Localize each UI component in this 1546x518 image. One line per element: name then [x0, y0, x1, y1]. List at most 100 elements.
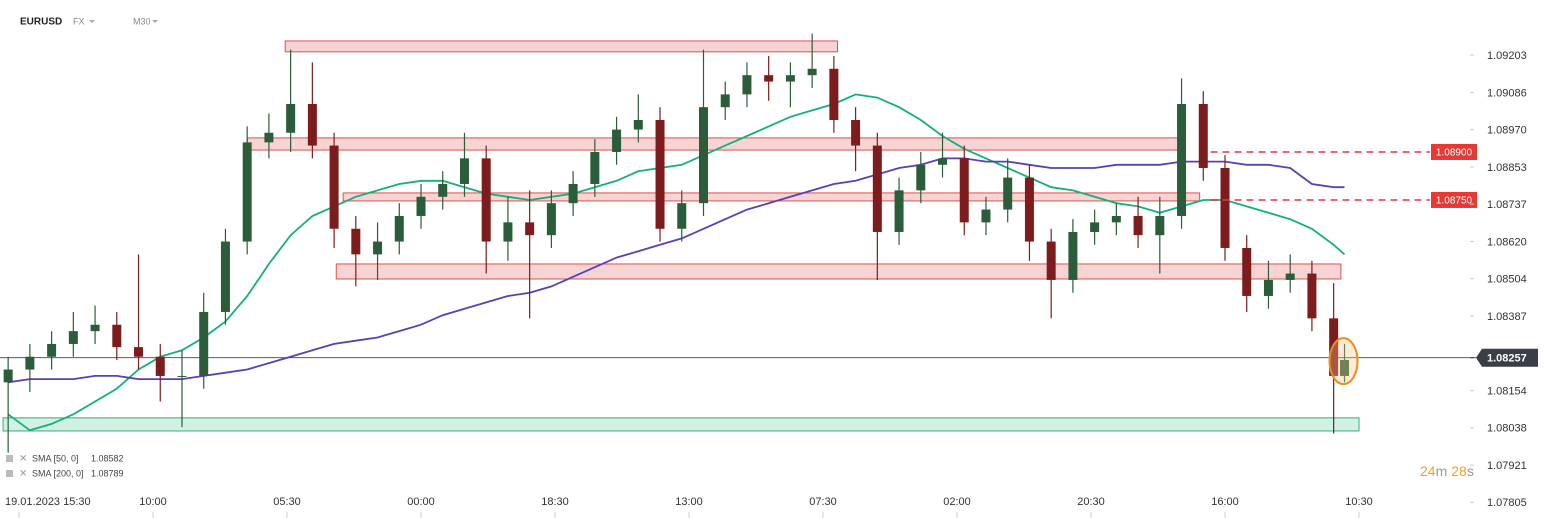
candle-body: [916, 164, 926, 191]
y-tick-label: 1.08257: [1487, 353, 1527, 365]
candle-body: [307, 103, 317, 146]
y-tick-label: 1.07805: [1487, 497, 1527, 509]
level-label: 1.08900: [1436, 148, 1473, 159]
market[interactable]: FX: [73, 16, 85, 26]
x-tick-label: 13:00: [675, 496, 703, 508]
candle-body: [155, 356, 165, 376]
candle-body: [25, 356, 35, 370]
y-tick-label: 1.08620: [1487, 236, 1527, 248]
indicator-value: 1.08789: [91, 468, 124, 478]
candle-body: [459, 158, 469, 184]
indicator-icon[interactable]: [6, 470, 13, 477]
candle-body: [1340, 359, 1350, 376]
x-tick-label: 20:30: [1077, 496, 1105, 508]
last-price-box: [1476, 348, 1538, 367]
zone: [2, 417, 1360, 432]
candle-body: [807, 68, 817, 76]
candle-body: [1090, 222, 1100, 232]
zone: [246, 137, 1179, 151]
candle-body: [1285, 273, 1295, 280]
candle-body: [568, 183, 578, 204]
level-label-box: [1431, 191, 1477, 208]
candle-body: [677, 203, 687, 229]
candle-body: [981, 209, 991, 223]
candle-body: [720, 94, 730, 108]
indicator-icon[interactable]: [6, 455, 13, 462]
candle-body: [242, 142, 252, 242]
x-tick-label: 16:00: [1211, 496, 1239, 508]
candle-body: [1133, 215, 1143, 236]
interval[interactable]: M30: [133, 16, 151, 26]
candle-body: [959, 158, 969, 223]
candle-body: [1198, 103, 1208, 168]
y-tick-label: 1.08387: [1487, 311, 1527, 323]
countdown-unit: s: [1467, 463, 1474, 479]
y-tick-label: 1.09203: [1487, 50, 1527, 62]
candle-body: [525, 222, 535, 236]
x-tick-label: 10:00: [139, 496, 167, 508]
level-label-box: [1431, 143, 1477, 160]
candle-body: [286, 103, 296, 133]
candle-body: [1024, 177, 1034, 242]
candle-body: [220, 241, 230, 312]
zone: [342, 192, 1201, 202]
candle-body: [47, 343, 57, 357]
y-tick-label: 1.07921: [1487, 460, 1527, 472]
candle-body: [373, 241, 383, 255]
plot-area: [0, 33, 1480, 453]
y-tick-label: 1.08154: [1487, 386, 1527, 398]
candle-body: [177, 375, 187, 377]
dropdown-caret[interactable]: [152, 20, 158, 23]
candle-body: [829, 68, 839, 120]
sma-line: [7, 93, 1346, 432]
candle-body: [938, 158, 948, 165]
countdown-unit: m: [1436, 463, 1448, 479]
dropdown-caret[interactable]: [89, 20, 95, 23]
highlight-ellipse: [1328, 337, 1359, 386]
candle-body: [1003, 177, 1013, 210]
x-tick-label: 18:30: [541, 496, 569, 508]
remove-indicator[interactable]: ✕: [19, 454, 27, 465]
candle-body: [90, 324, 100, 332]
candle-body: [1111, 215, 1121, 223]
x-tick-label: 07:30: [809, 496, 837, 508]
x-tick-label: 02:00: [943, 496, 971, 508]
candle-body: [438, 183, 448, 197]
candle-body: [351, 228, 361, 255]
candle-body: [329, 145, 339, 229]
candle-body: [1155, 215, 1165, 236]
candle-body: [1263, 279, 1273, 296]
x-tick-label: 10:30: [1345, 496, 1373, 508]
candle-body: [1046, 241, 1056, 280]
x-tick-label: 00:00: [407, 496, 435, 508]
candle-body: [1307, 273, 1317, 319]
indicator-legend: ✕ SMA [50, 0] 1.08582 ✕ SMA [200, 0] 1.0…: [6, 453, 124, 480]
candle-body: [1068, 231, 1078, 280]
remove-indicator[interactable]: ✕: [19, 469, 27, 480]
candle-body: [394, 215, 404, 242]
candle-body: [416, 196, 426, 216]
candle-body: [1177, 103, 1187, 216]
countdown: 24m 28s: [1420, 463, 1474, 479]
candle-body: [1220, 167, 1230, 248]
candle-body: [503, 222, 513, 242]
candle-body: [785, 75, 795, 82]
candle-body: [894, 190, 904, 232]
candle-body: [1329, 318, 1339, 376]
candle-body: [112, 324, 122, 348]
candle-body: [612, 129, 622, 152]
candle-body: [633, 119, 643, 130]
indicator-value: 1.08582: [91, 453, 124, 463]
candle-body: [590, 151, 600, 184]
countdown-minutes: 24: [1420, 463, 1436, 479]
candle-body: [134, 347, 144, 357]
candle-body: [3, 369, 13, 383]
symbol[interactable]: EURUSD: [20, 17, 62, 28]
candle-body: [264, 132, 274, 143]
x-tick-label: 05:30: [273, 496, 301, 508]
candle-body: [68, 331, 78, 344]
candle-body: [764, 75, 774, 82]
candle-body: [655, 119, 665, 229]
